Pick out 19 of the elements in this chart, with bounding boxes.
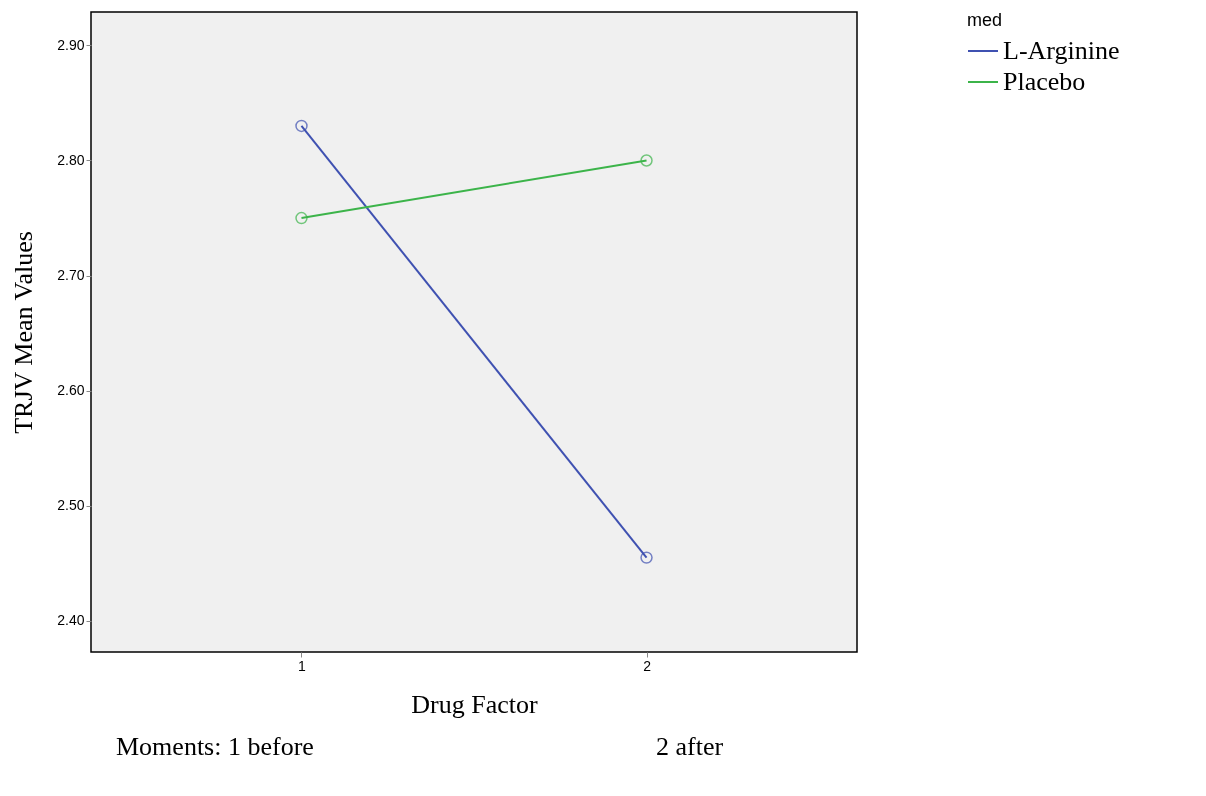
point — [295, 119, 308, 133]
y-tick-label: 2.90 — [57, 36, 85, 53]
y-tick-label: 2.60 — [57, 382, 85, 399]
point — [295, 211, 308, 225]
x-axis-title: Drug Factor — [411, 689, 539, 719]
y-tick-label: 2.70 — [57, 267, 85, 284]
point — [640, 154, 653, 167]
legend-title: med — [967, 10, 1003, 30]
legend-label: Placebo — [1003, 67, 1086, 96]
y-tick-label: 2.80 — [57, 151, 85, 168]
y-tick-label: 2.50 — [57, 497, 85, 514]
text: Moments: 1 before — [116, 732, 314, 761]
text: 2 after — [656, 732, 724, 761]
point — [640, 551, 653, 564]
y-tick-label: 2.40 — [57, 612, 85, 629]
x-tick-label: 1 — [298, 657, 307, 674]
y-axis-title: TRJV Mean Values — [9, 231, 39, 434]
x-tick-label: 2 — [643, 657, 652, 674]
legend-label: L-Arginine — [1003, 36, 1120, 65]
